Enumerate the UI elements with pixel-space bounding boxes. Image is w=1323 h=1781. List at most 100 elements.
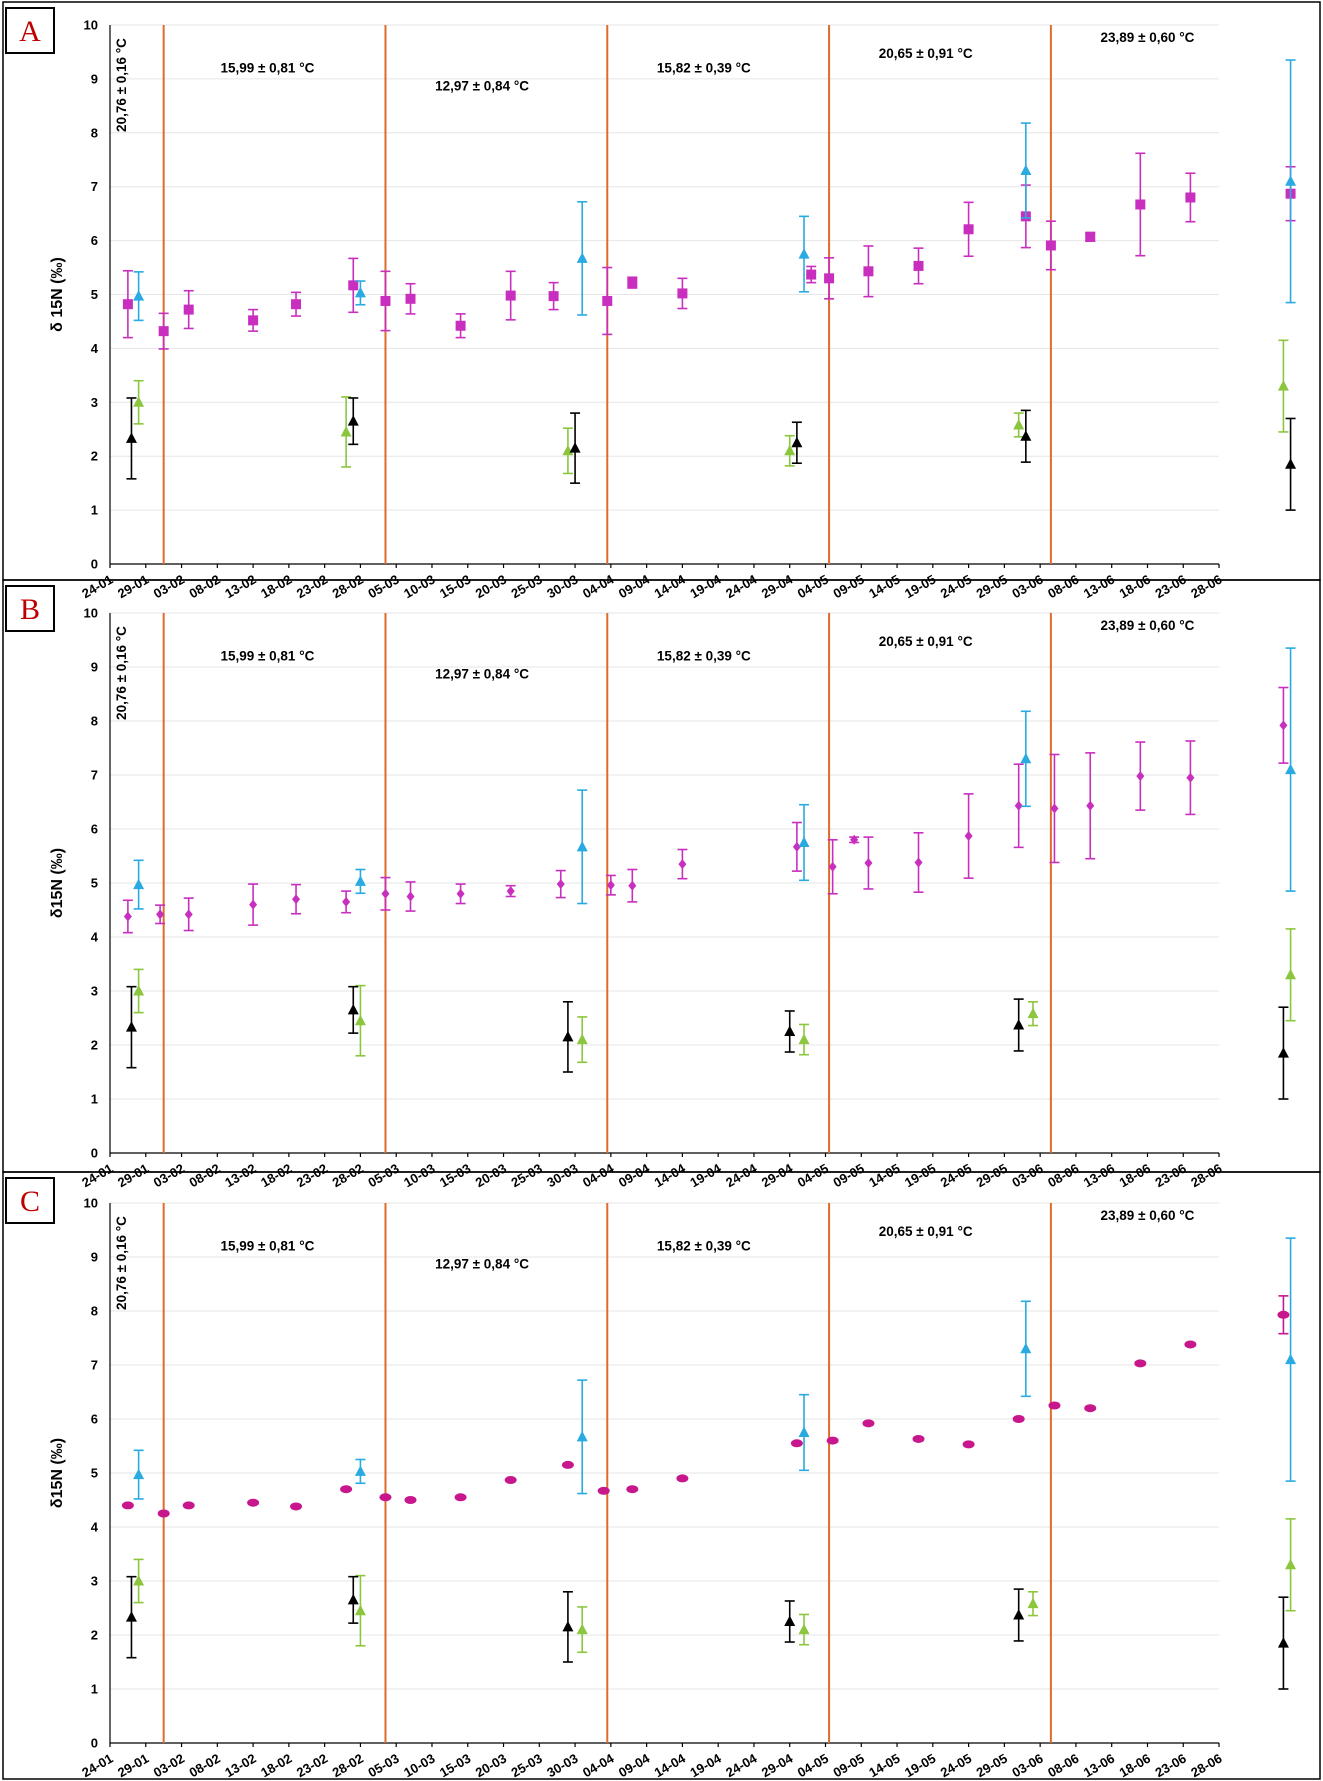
temperature-label: 23,89 ± 0,60 °C [1101, 1208, 1195, 1223]
x-tick-label: 13-02 [222, 572, 258, 602]
data-point [798, 1033, 810, 1045]
x-tick-label: 29-05 [974, 1161, 1010, 1191]
x-tick-label: 23-02 [294, 1751, 330, 1781]
data-point [1014, 800, 1023, 811]
data-point [1285, 1558, 1297, 1570]
y-tick-label: 7 [91, 1358, 98, 1373]
x-tick-label: 24-05 [938, 1161, 974, 1191]
x-tick-label: 13-06 [1081, 572, 1117, 602]
y-tick-label: 3 [91, 395, 98, 410]
x-tick-label: 28-06 [1188, 1161, 1224, 1191]
data-point [798, 1426, 810, 1437]
temperature-label: 12,97 ± 0,84 °C [435, 666, 529, 681]
x-tick-label: 19-05 [902, 1751, 938, 1781]
temperature-label: 12,97 ± 0,84 °C [435, 78, 529, 93]
y-tick-label: 0 [91, 1146, 98, 1161]
x-tick-label: 08-06 [1045, 1161, 1081, 1191]
x-tick-label: 13-06 [1081, 1751, 1117, 1781]
data-point [562, 1030, 574, 1042]
y-tick-label: 3 [91, 1574, 98, 1589]
data-point [1277, 1047, 1289, 1058]
data-point [505, 290, 516, 301]
x-tick-label: 23-06 [1152, 1161, 1188, 1191]
data-point [1020, 752, 1032, 764]
data-point [340, 425, 352, 437]
data-point [456, 888, 465, 899]
x-tick-label: 14-05 [866, 572, 902, 602]
x-tick-label: 04-05 [795, 572, 831, 602]
x-tick-label: 19-04 [687, 571, 724, 601]
x-tick-label: 15-03 [437, 1161, 473, 1191]
data-point [133, 396, 145, 407]
data-point [184, 909, 193, 920]
data-point [133, 985, 145, 996]
y-tick-label: 7 [91, 768, 98, 783]
y-tick-label: 0 [91, 557, 98, 572]
data-point [556, 879, 565, 890]
x-tick-label: 24-01 [79, 572, 115, 602]
data-point [627, 277, 638, 288]
data-point [342, 896, 351, 907]
data-point [133, 1575, 145, 1586]
x-tick-label: 09-05 [830, 572, 866, 602]
data-point [562, 1620, 574, 1632]
x-tick-label: 08-02 [187, 572, 223, 602]
data-point [602, 295, 613, 306]
x-tick-label: 29-05 [974, 572, 1010, 602]
panel-label-box [5, 1177, 55, 1224]
x-tick-label: 30-03 [544, 1751, 580, 1781]
y-tick-label: 5 [91, 287, 98, 302]
data-point [290, 1502, 303, 1511]
data-point [576, 1033, 588, 1045]
data-point [1020, 430, 1032, 441]
data-point [292, 894, 301, 905]
x-tick-label: 20-03 [473, 1161, 509, 1191]
panel-label: B [20, 593, 40, 626]
x-tick-label: 15-03 [437, 1751, 473, 1781]
data-point [828, 861, 837, 872]
x-tick-label: 03-06 [1009, 1751, 1045, 1781]
x-tick-label: 18-06 [1117, 1161, 1153, 1191]
data-point [628, 880, 637, 891]
data-point [1084, 1404, 1097, 1413]
x-tick-label: 05-03 [365, 572, 401, 602]
series-square-0 [122, 152, 1296, 350]
data-point [348, 280, 359, 291]
x-tick-label: 10-03 [401, 1161, 437, 1191]
data-point [569, 442, 581, 453]
x-tick-label: 13-02 [222, 1161, 258, 1191]
y-tick-label: 6 [91, 822, 98, 837]
temperature-label: 15,99 ± 0,81 °C [220, 1239, 314, 1254]
data-point [354, 1465, 366, 1476]
data-point [1012, 1415, 1025, 1423]
data-point [597, 1486, 610, 1495]
data-point [1136, 771, 1145, 782]
x-tick-label: 08-06 [1045, 572, 1081, 602]
data-point [1185, 192, 1196, 203]
data-point [912, 1434, 925, 1443]
data-point [125, 1021, 137, 1032]
x-tick-label: 24-05 [938, 572, 974, 602]
x-tick-label: 04-05 [795, 1161, 831, 1191]
data-point [1285, 1353, 1297, 1365]
x-tick-label: 19-05 [902, 572, 938, 602]
series-triangle-1 [133, 59, 1297, 322]
data-point [1020, 164, 1032, 176]
data-point [1285, 175, 1297, 186]
data-point [1277, 1637, 1289, 1648]
data-point [826, 1436, 839, 1445]
x-tick-label: 24-01 [79, 1161, 115, 1191]
data-point [455, 320, 466, 331]
panel-label: A [19, 15, 41, 48]
series-triangle-1 [133, 1237, 1297, 1500]
data-point [913, 260, 924, 271]
y-tick-label: 7 [91, 179, 98, 194]
data-point [850, 834, 859, 845]
y-tick-label: 1 [91, 503, 98, 518]
data-point [626, 1485, 639, 1494]
data-point [824, 273, 835, 284]
x-tick-label: 14-05 [866, 1161, 902, 1191]
x-tick-label: 14-04 [652, 1750, 689, 1780]
